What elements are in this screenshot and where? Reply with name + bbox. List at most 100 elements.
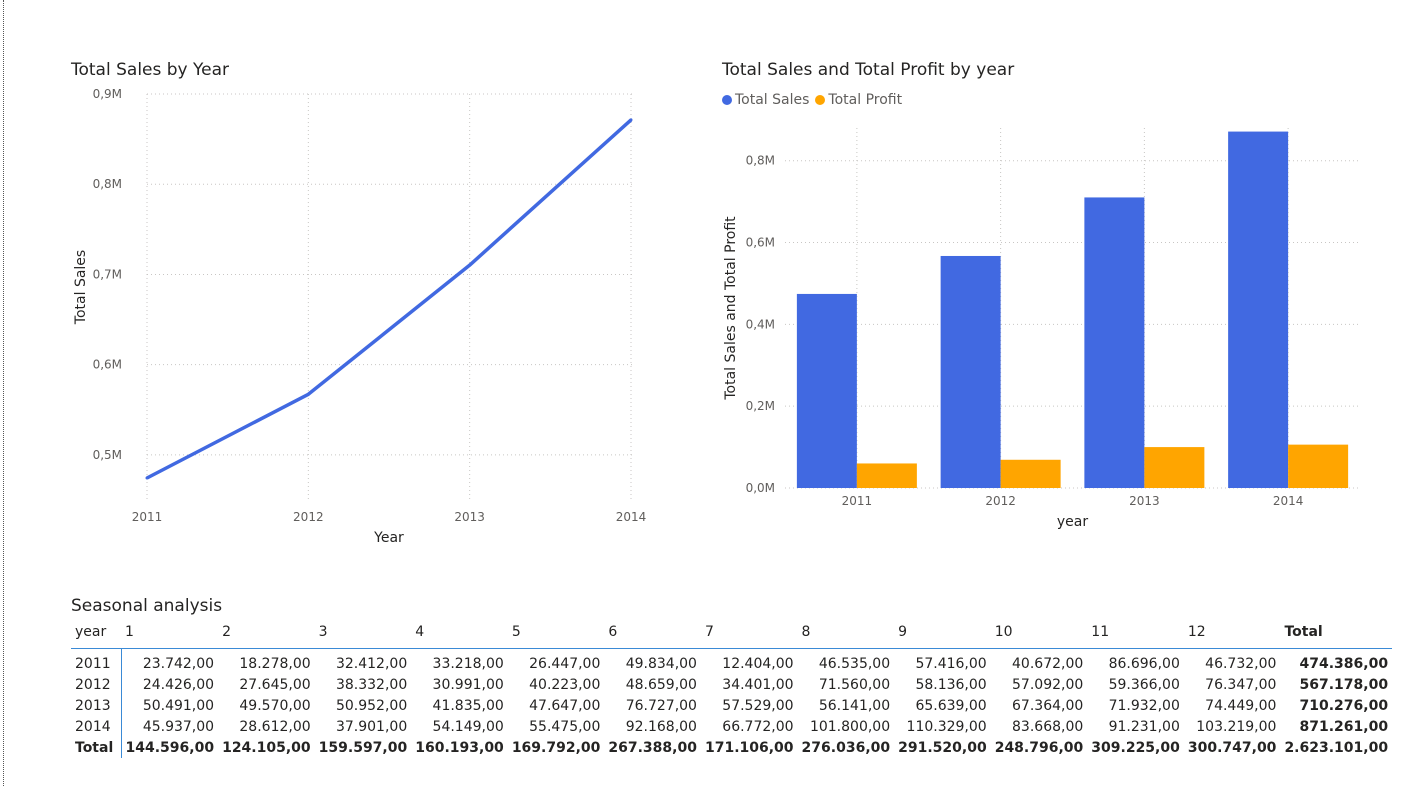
column-header-month[interactable]: 8 xyxy=(801,624,811,640)
table-cell: 159.597,00 xyxy=(318,739,408,756)
row-label: Total xyxy=(71,737,122,758)
table-cell: 248.796,00 xyxy=(994,739,1084,756)
sales-point xyxy=(468,263,472,267)
column-header-month[interactable]: 7 xyxy=(704,624,714,640)
table-cell: 92.168,00 xyxy=(625,718,697,735)
table-cell: 56.141,00 xyxy=(818,697,891,714)
table-cell: 45.937,00 xyxy=(142,718,215,735)
column-header-month[interactable]: 9 xyxy=(898,624,908,640)
table-cell: 76.727,00 xyxy=(625,697,697,714)
column-header-month[interactable]: 10 xyxy=(994,624,1013,640)
table-cell: 57.529,00 xyxy=(722,697,794,714)
bar-chart[interactable]: 0,0M 0,2M 0,4M 0,6M 0,8M 2011 2012 2013 2014 year… xyxy=(715,120,1375,540)
table-cell: 91.231,00 xyxy=(1108,718,1180,735)
column-header-month[interactable]: 4 xyxy=(415,624,425,640)
table-cell: 30.991,00 xyxy=(432,676,504,693)
table-cell: 55.475,00 xyxy=(529,718,601,735)
column-header-total[interactable]: Total xyxy=(1284,624,1323,640)
column-header-month[interactable]: 12 xyxy=(1187,624,1206,640)
sales-point xyxy=(306,392,310,396)
y-tick-label: 0,9M xyxy=(93,87,122,101)
y-tick-label: 0,5M xyxy=(93,448,122,462)
table-row: 2011 23.742,00 18.278,00 32.412,00 33.218,00… xyxy=(71,648,1392,674)
table-cell: 34.401,00 xyxy=(722,676,794,693)
table-cell: 710.276,00 xyxy=(1299,697,1389,714)
table-cell: 71.932,00 xyxy=(1108,697,1180,714)
table-cell: 86.696,00 xyxy=(1108,655,1180,672)
sales-line xyxy=(146,118,633,480)
table-cell: 12.404,00 xyxy=(722,655,794,672)
table-cell: 47.647,00 xyxy=(529,697,601,714)
y-tick-label: 0,7M xyxy=(93,267,122,281)
table-cell: 57.092,00 xyxy=(1012,676,1084,693)
table-total-row: Total 144.596,00 124.105,00 159.597,00 160.1… xyxy=(71,737,1392,758)
table-cell: 37.901,00 xyxy=(335,718,408,735)
column-header-month[interactable]: 6 xyxy=(608,624,618,640)
table-cell: 41.835,00 xyxy=(432,697,504,714)
table-cell: 38.332,00 xyxy=(335,676,408,693)
table-cell: 291.520,00 xyxy=(898,739,987,756)
table-cell: 474.386,00 xyxy=(1299,655,1389,672)
legend-item-sales[interactable]: Total Sales xyxy=(722,92,809,108)
table-cell: 24.426,00 xyxy=(142,676,215,693)
table-cell: 46.535,00 xyxy=(818,655,891,672)
table-cell: 76.347,00 xyxy=(1205,676,1277,693)
table-cell: 300.747,00 xyxy=(1187,739,1277,756)
table-cell: 144.596,00 xyxy=(125,739,215,756)
bar-total-profit xyxy=(856,463,917,488)
column-header-month[interactable]: 11 xyxy=(1091,624,1110,640)
bar-total-sales xyxy=(1228,131,1289,488)
table-cell: 57.416,00 xyxy=(915,655,987,672)
bar-total-sales xyxy=(796,293,857,488)
table-row: 2014 45.937,00 28.612,00 37.901,00 54.149,00… xyxy=(71,716,1392,737)
x-tick-label: 2011 xyxy=(842,494,873,508)
y-tick-label: 0,2M xyxy=(746,399,775,413)
legend-label-profit: Total Profit xyxy=(828,92,903,108)
table-cell: 27.645,00 xyxy=(239,676,311,693)
sales-point xyxy=(629,118,633,122)
line-chart-title: Total Sales by Year xyxy=(71,60,230,80)
table-row: 2013 50.491,00 49.570,00 50.952,00 41.835,00… xyxy=(71,695,1392,716)
table-cell: 276.036,00 xyxy=(801,739,891,756)
x-axis-title: year xyxy=(1057,514,1088,530)
table-cell: 28.612,00 xyxy=(239,718,311,735)
x-tick-label: 2013 xyxy=(454,510,485,524)
x-axis-title: Year xyxy=(373,530,404,546)
column-header-month[interactable]: 2 xyxy=(222,624,231,640)
y-axis-title: Total Sales and Total Profit xyxy=(723,216,739,401)
table-cell: 49.834,00 xyxy=(625,655,697,672)
bar-total-sales xyxy=(940,255,1001,488)
column-header-year[interactable]: year xyxy=(75,624,107,640)
column-header-month[interactable]: 5 xyxy=(511,624,521,640)
table-cell: 59.366,00 xyxy=(1108,676,1180,693)
table-cell: 71.560,00 xyxy=(818,676,891,693)
column-header-month[interactable]: 3 xyxy=(318,624,328,640)
table-cell: 74.449,00 xyxy=(1205,697,1277,714)
seasonal-table: year 1 2 3 4 5 6 7 8 9 10 11 12 Total 2011 23.742,00 18… xyxy=(71,620,1393,758)
table-cell: 2.623.101,00 xyxy=(1284,739,1389,756)
table-cell: 267.388,00 xyxy=(608,739,697,756)
bar-total-profit xyxy=(1144,447,1205,488)
table-cell: 50.491,00 xyxy=(142,697,215,714)
legend-item-profit[interactable]: Total Profit xyxy=(815,92,902,108)
row-label: 2012 xyxy=(71,674,122,695)
table-cell: 67.364,00 xyxy=(1012,697,1084,714)
table-cell: 124.105,00 xyxy=(222,739,311,756)
y-tick-label: 0,6M xyxy=(93,358,122,372)
table-cell: 46.732,00 xyxy=(1205,655,1277,672)
table-cell: 309.225,00 xyxy=(1091,739,1180,756)
table-cell: 26.447,00 xyxy=(529,655,601,672)
y-tick-label: 0,4M xyxy=(746,317,775,331)
table-cell: 23.742,00 xyxy=(142,655,215,672)
table-row: 2012 24.426,00 27.645,00 38.332,00 30.991,00… xyxy=(71,674,1392,695)
column-header-month[interactable]: 1 xyxy=(125,624,134,640)
table-cell: 103.219,00 xyxy=(1196,718,1277,735)
table-cell: 83.668,00 xyxy=(1012,718,1084,735)
table-cell: 40.672,00 xyxy=(1012,655,1084,672)
line-chart[interactable]: 0,5M 0,6M 0,7M 0,8M 0,9M 2011 2012 2013 2014 Year… xyxy=(60,80,680,550)
x-tick-label: 2014 xyxy=(1273,494,1304,508)
table-header-row: year 1 2 3 4 5 6 7 8 9 10 11 12 Total xyxy=(71,620,1393,649)
table-cell: 54.149,00 xyxy=(432,718,504,735)
table-cell: 33.218,00 xyxy=(432,655,504,672)
y-tick-label: 0,0M xyxy=(746,481,775,495)
